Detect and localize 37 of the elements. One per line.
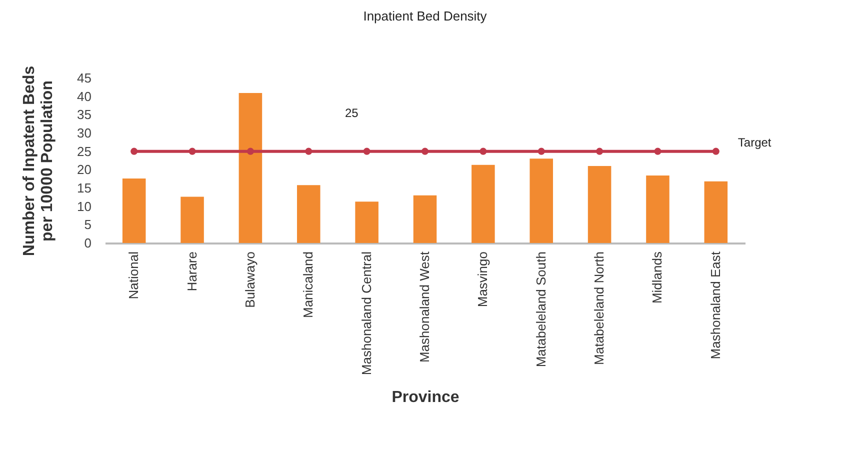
y-tick-label: 40 — [77, 88, 92, 104]
x-tick-label: National — [126, 251, 142, 300]
annotation: 25 — [345, 106, 359, 120]
x-tick-label: Harare — [184, 252, 200, 292]
x-tick-label: Matabeleland South — [533, 252, 548, 368]
x-tick-label: Manicaland — [300, 252, 316, 318]
x-tick-label: Matabeleland North — [592, 252, 607, 365]
series-label: Target — [738, 135, 772, 150]
x-tick-label: Mashonaland East — [708, 251, 723, 360]
bar — [646, 176, 670, 243]
bar — [355, 202, 378, 243]
y-axis-title: Number of Inpatent Beds per 10000 Population — [21, 66, 56, 256]
y-tick-label: 30 — [77, 126, 92, 140]
y-tick-label: 45 — [77, 70, 92, 86]
bar — [238, 93, 262, 243]
bar — [530, 158, 553, 243]
bar — [704, 181, 728, 243]
x-tick-label: Midlands — [650, 251, 665, 304]
y-tick-label: 5 — [84, 217, 92, 232]
bar — [180, 196, 204, 243]
y-tick-label: 20 — [77, 162, 92, 178]
y-tick-label: 0 — [84, 236, 92, 250]
bar — [588, 166, 612, 243]
x-tick-label: Mashonaland Central — [358, 251, 374, 376]
bar — [413, 195, 437, 243]
chart-title: Inpatient Bed Density — [363, 8, 488, 24]
y-tick-label: 35 — [77, 107, 92, 122]
y-tick-label: 10 — [77, 198, 92, 214]
x-tick-label: Bulawayo — [242, 252, 258, 308]
y-tick-label: 25 — [77, 144, 92, 159]
x-tick-label: Masvingo — [475, 252, 490, 308]
bar — [472, 164, 495, 243]
bar — [122, 178, 146, 243]
x-axis-title: Province — [392, 389, 460, 406]
bar — [297, 185, 320, 243]
y-tick-label: 15 — [77, 180, 92, 196]
x-tick-label: Mashonaland West — [417, 251, 432, 363]
